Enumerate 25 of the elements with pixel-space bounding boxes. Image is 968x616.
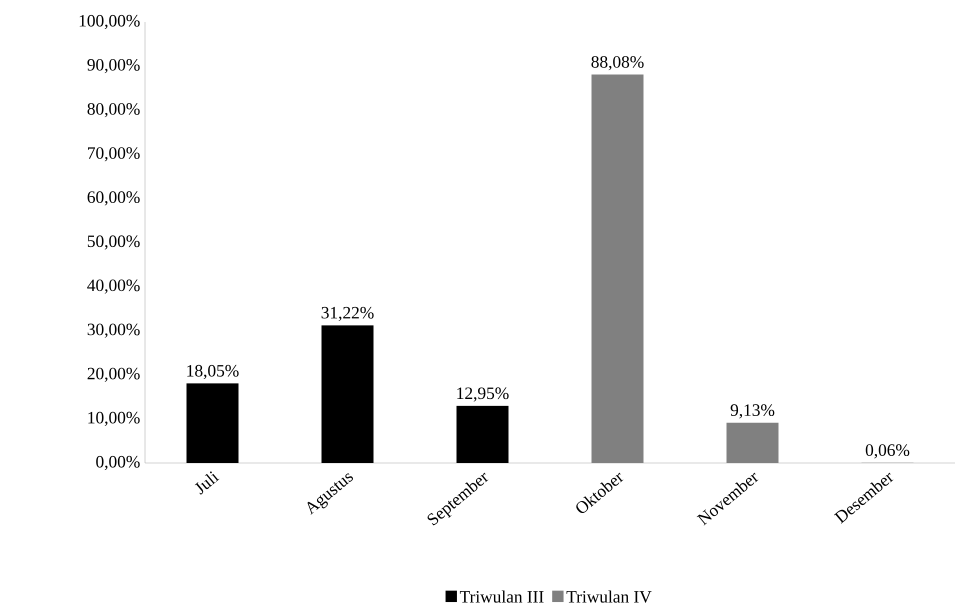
- y-tick-label: 30,00%: [88, 324, 140, 338]
- data-label: 88,08%: [591, 56, 644, 70]
- y-tick-label: 70,00%: [88, 147, 140, 162]
- bar: [726, 422, 778, 463]
- data-label: 12,95%: [457, 387, 509, 402]
- y-tick-label: 0,00%: [96, 456, 140, 470]
- y-tick-label: 80,00%: [88, 103, 140, 118]
- y-tick-label: 20,00%: [88, 368, 140, 382]
- bar: [592, 74, 644, 463]
- y-tick-label: 10,00%: [88, 412, 140, 426]
- bar: [322, 325, 374, 463]
- data-label: 9,13%: [730, 404, 774, 418]
- data-label: 18,05%: [187, 364, 239, 380]
- y-tick-label: 50,00%: [88, 235, 140, 250]
- y-tick-label: 90,00%: [87, 58, 140, 74]
- data-label: 0,06%: [866, 444, 910, 458]
- bar: [456, 406, 508, 463]
- legend-label: Triwulan III: [460, 590, 544, 603]
- y-tick-label: 60,00%: [88, 191, 140, 206]
- y-tick-label: 100,00%: [80, 14, 140, 30]
- bar: [186, 383, 239, 463]
- y-tick-label: 40,00%: [87, 279, 140, 294]
- x-tick-label: Juli: [194, 471, 220, 495]
- data-label: 31,22%: [322, 306, 374, 322]
- legend-label: Triwulan IV: [566, 590, 652, 603]
